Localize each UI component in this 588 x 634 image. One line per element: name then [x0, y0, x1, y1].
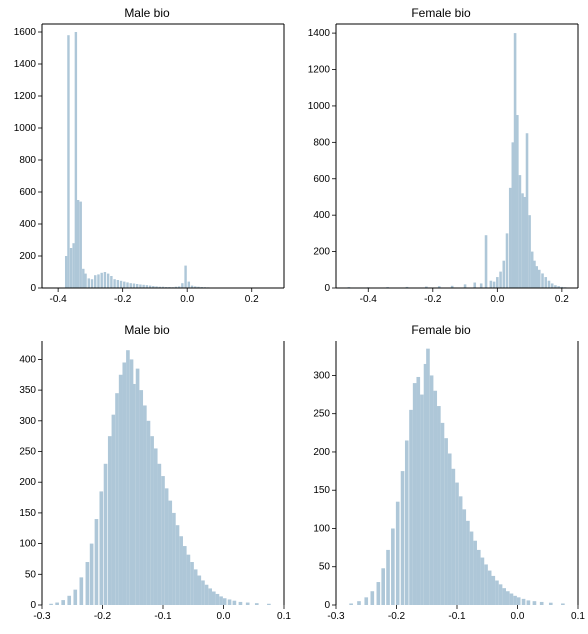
svg-text:200: 200: [19, 251, 36, 262]
svg-text:0: 0: [30, 600, 36, 611]
svg-text:250: 250: [313, 409, 330, 420]
svg-text:0.0: 0.0: [217, 611, 231, 622]
svg-text:300: 300: [19, 416, 36, 427]
chart-cell-tl: Male bio 0 200 400 600 800 1000 1200 1400 1600 -0…: [0, 0, 294, 317]
chart-grid: Male bio 02004006008001000120014001600-0…: [0, 0, 588, 624]
svg-text:-0.2: -0.2: [94, 611, 112, 622]
svg-text:1400: 1400: [14, 59, 37, 70]
chart-title: Female bio: [294, 6, 588, 20]
svg-text:1000: 1000: [308, 101, 331, 112]
chart-cell-br: Female bio 0 50 100 150 200 250 300 -0.3 -0.2 -0.…: [294, 317, 588, 634]
svg-text:0.2: 0.2: [245, 294, 259, 305]
svg-text:-0.1: -0.1: [448, 611, 466, 622]
histogram-bl: 0 50 100 150 200 250 300 350 400 -0.3 -0.2 -0.1 0.0 0…: [0, 317, 294, 629]
svg-text:-0.3: -0.3: [327, 611, 345, 622]
svg-text:-0.4: -0.4: [360, 294, 378, 305]
chart-title: Male bio: [0, 323, 294, 337]
svg-text:-0.2: -0.2: [424, 294, 442, 305]
svg-text:50: 50: [25, 569, 37, 580]
svg-text:600: 600: [19, 187, 36, 198]
chart-title: Female bio: [294, 323, 588, 337]
svg-text:100: 100: [313, 523, 330, 534]
svg-text:100: 100: [19, 539, 36, 550]
svg-text:-0.4: -0.4: [50, 294, 68, 305]
svg-text:0.0: 0.0: [490, 294, 504, 305]
svg-text:800: 800: [313, 137, 330, 148]
svg-text:150: 150: [313, 485, 330, 496]
chart-cell-tr: Female bio 0 200 400 600 800 1000 1200 1400 -0.4…: [294, 0, 588, 317]
chart-cell-bl: Male bio 0 50 100 150 200 250 300 350 400 -0.3 -0.…: [0, 317, 294, 634]
svg-text:0: 0: [30, 283, 36, 294]
svg-text:1600: 1600: [14, 27, 37, 38]
svg-text:300: 300: [313, 370, 330, 381]
svg-text:250: 250: [19, 447, 36, 458]
svg-text:350: 350: [19, 385, 36, 396]
svg-text:400: 400: [313, 210, 330, 221]
svg-text:800: 800: [19, 155, 36, 166]
svg-text:0: 0: [324, 283, 330, 294]
svg-text:0.0: 0.0: [180, 294, 194, 305]
svg-text:-0.3: -0.3: [33, 611, 51, 622]
svg-text:400: 400: [19, 354, 36, 365]
histogram-br: 0 50 100 150 200 250 300 -0.3 -0.2 -0.1 0.0 0.1: [294, 317, 588, 629]
svg-text:1200: 1200: [14, 91, 37, 102]
svg-text:0: 0: [324, 600, 330, 611]
svg-text:0.0: 0.0: [511, 611, 525, 622]
svg-text:600: 600: [313, 174, 330, 185]
svg-text:200: 200: [19, 477, 36, 488]
svg-text:-0.1: -0.1: [154, 611, 172, 622]
histogram-tl: 0 200 400 600 800 1000 1200 1400 1600 -0.4 -0.2 0.0…: [0, 0, 294, 312]
svg-text:0.1: 0.1: [277, 611, 291, 622]
svg-text:-0.2: -0.2: [114, 294, 132, 305]
histogram-tr: 0 200 400 600 800 1000 1200 1400 -0.4 -0.2 0.0 0.2: [294, 0, 588, 312]
svg-text:1200: 1200: [308, 65, 331, 76]
svg-text:1400: 1400: [308, 28, 331, 39]
svg-text:1000: 1000: [14, 123, 37, 134]
svg-text:50: 50: [319, 562, 331, 573]
chart-title: Male bio: [0, 6, 294, 20]
svg-text:0.1: 0.1: [571, 611, 585, 622]
svg-text:400: 400: [19, 219, 36, 230]
svg-text:-0.2: -0.2: [388, 611, 406, 622]
svg-text:200: 200: [313, 447, 330, 458]
svg-text:200: 200: [313, 247, 330, 258]
svg-text:0.2: 0.2: [555, 294, 569, 305]
svg-text:150: 150: [19, 508, 36, 519]
